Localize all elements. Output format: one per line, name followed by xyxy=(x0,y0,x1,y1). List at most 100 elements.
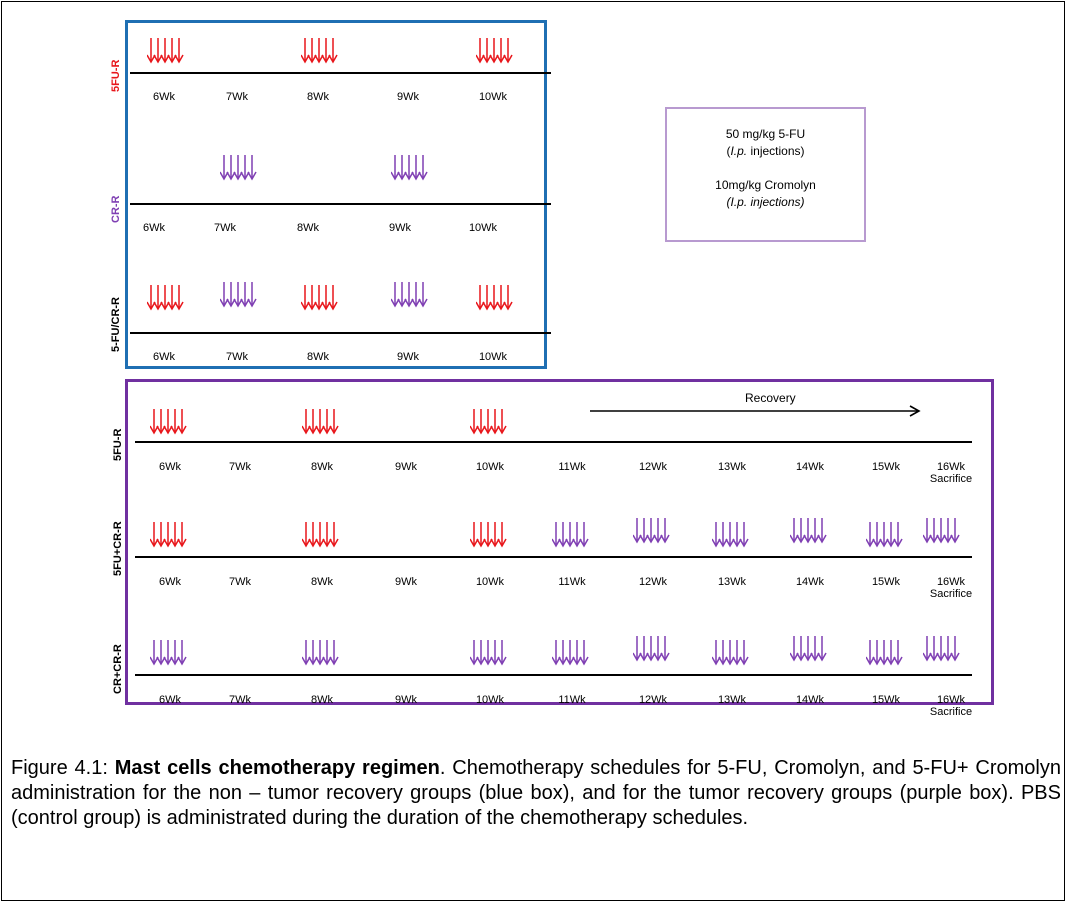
week-label: 9Wk xyxy=(389,222,411,234)
week-label: 9Wk xyxy=(395,576,417,588)
week-label: 15Wk xyxy=(871,694,901,706)
group-label: 5FU-R xyxy=(110,59,122,92)
purple-group-1-5fu-dose-arrows xyxy=(470,409,507,435)
week-label: 13Wk xyxy=(717,461,747,473)
purple-group-3-cromolyn-dose-arrows xyxy=(552,640,589,666)
week-label: 8Wk xyxy=(311,694,333,706)
blue-group-3-cromolyn-dose-arrows xyxy=(220,282,257,308)
week-label: 6Wk xyxy=(159,576,181,588)
purple-group-3-cromolyn-dose-arrows xyxy=(923,636,960,662)
purple-group-3-cromolyn-dose-arrows xyxy=(150,640,187,666)
week-label: 6Wk xyxy=(153,351,175,363)
purple-group-2-cromolyn-dose-arrows xyxy=(790,518,827,544)
purple-group-2-cromolyn-dose-arrows xyxy=(552,522,589,548)
week-label: 8Wk xyxy=(311,576,333,588)
blue-group-3-5fu-dose-arrows xyxy=(301,285,338,311)
week-label: 13Wk xyxy=(717,694,747,706)
week-label: 6Wk xyxy=(143,222,165,234)
week-label: 8Wk xyxy=(307,351,329,363)
week-label: 14Wk xyxy=(795,461,825,473)
purple-group-2-5fu-dose-arrows xyxy=(150,522,187,548)
group-label: 5FU+CR-R xyxy=(112,521,124,576)
week-label: 12Wk xyxy=(638,576,668,588)
week-label: 11Wk xyxy=(558,694,586,706)
week-label: 15Wk xyxy=(871,576,901,588)
week-label: 11Wk xyxy=(558,576,586,588)
dosage-legend-box xyxy=(665,107,866,242)
purple-group-2-cromolyn-dose-arrows xyxy=(712,522,749,548)
legend-5fu-route: (I.p. injections) xyxy=(726,144,805,158)
blue-group-3-cromolyn-dose-arrows xyxy=(391,282,428,308)
week-label: 10Wk xyxy=(475,694,505,706)
purple-group-3-cromolyn-dose-arrows xyxy=(790,636,827,662)
purple-group-3-cromolyn-dose-arrows xyxy=(302,640,339,666)
sacrifice-note: Sacrifice xyxy=(929,588,973,600)
week-label: 10Wk xyxy=(478,91,508,103)
week-label: 7Wk xyxy=(226,91,248,103)
week-label: 9Wk xyxy=(397,91,419,103)
group-label: 5-FU/CR-R xyxy=(110,297,122,352)
week-label: 8Wk xyxy=(297,222,319,234)
recovery-label: Recovery xyxy=(745,391,796,405)
purple-group-1-5fu-dose-arrows xyxy=(302,409,339,435)
week-label: 10Wk xyxy=(478,351,508,363)
week-label: 12Wk xyxy=(638,694,668,706)
week-label-final: 16Wk Sacrifice xyxy=(929,576,973,600)
week-label: 6Wk xyxy=(159,461,181,473)
timeline-axis xyxy=(135,556,972,558)
recovery-groups-box xyxy=(125,379,994,705)
group-label: 5FU-R xyxy=(112,428,124,461)
purple-group-2-5fu-dose-arrows xyxy=(302,522,339,548)
week-label: 8Wk xyxy=(307,91,329,103)
recovery-arrow xyxy=(590,405,921,417)
week-label: 6Wk xyxy=(159,694,181,706)
purple-group-2-5fu-dose-arrows xyxy=(470,522,507,548)
week-label: 14Wk xyxy=(795,694,825,706)
blue-group-2-cromolyn-dose-arrows xyxy=(391,155,428,181)
legend-cromolyn-dose: 10mg/kg Cromolyn xyxy=(715,178,816,192)
timeline-axis xyxy=(130,332,551,334)
timeline-axis xyxy=(130,72,551,74)
purple-group-2-cromolyn-dose-arrows xyxy=(866,522,903,548)
purple-group-3-cromolyn-dose-arrows xyxy=(866,640,903,666)
purple-group-2-cromolyn-dose-arrows xyxy=(633,518,670,544)
purple-group-2-cromolyn-dose-arrows xyxy=(923,518,960,544)
week-label: 7Wk xyxy=(214,222,236,234)
purple-group-1-5fu-dose-arrows xyxy=(150,409,187,435)
week-label: 7Wk xyxy=(226,351,248,363)
legend-cromolyn-route: (I.p. injections) xyxy=(726,195,805,209)
blue-group-1-5fu-dose-arrows xyxy=(476,38,513,64)
week-label: 15Wk xyxy=(871,461,901,473)
week-label: 8Wk xyxy=(311,461,333,473)
non-recovery-groups-box xyxy=(125,20,547,369)
week-label: 6Wk xyxy=(153,91,175,103)
blue-group-1-5fu-dose-arrows xyxy=(147,38,184,64)
week-label-final: 16Wk Sacrifice xyxy=(929,694,973,718)
week-label: 9Wk xyxy=(395,694,417,706)
week-label: 7Wk xyxy=(229,694,251,706)
week-label: 7Wk xyxy=(229,576,251,588)
week-label-final: 16Wk Sacrifice xyxy=(929,461,973,485)
week-label: 13Wk xyxy=(717,576,747,588)
week-label: 10Wk xyxy=(475,576,505,588)
week-label: 10Wk xyxy=(475,461,505,473)
purple-group-3-cromolyn-dose-arrows xyxy=(633,636,670,662)
week-label: 14Wk xyxy=(795,576,825,588)
week-label: 7Wk xyxy=(229,461,251,473)
group-label: CR+CR-R xyxy=(112,644,124,694)
week-label: 10Wk xyxy=(468,222,498,234)
purple-group-3-cromolyn-dose-arrows xyxy=(470,640,507,666)
figure-caption: Figure 4.1: Mast cells chemotherapy regi… xyxy=(11,757,1061,829)
week-label: 11Wk xyxy=(558,461,586,473)
blue-group-3-5fu-dose-arrows xyxy=(476,285,513,311)
timeline-axis xyxy=(135,441,972,443)
group-label: CR-R xyxy=(110,195,122,224)
week-label: 12Wk xyxy=(638,461,668,473)
week-label: 9Wk xyxy=(397,351,419,363)
sacrifice-note: Sacrifice xyxy=(929,473,973,485)
timeline-axis xyxy=(130,203,551,205)
sacrifice-note: Sacrifice xyxy=(929,706,973,718)
blue-group-2-cromolyn-dose-arrows xyxy=(220,155,257,181)
legend-5fu-dose: 50 mg/kg 5-FU xyxy=(725,127,806,141)
